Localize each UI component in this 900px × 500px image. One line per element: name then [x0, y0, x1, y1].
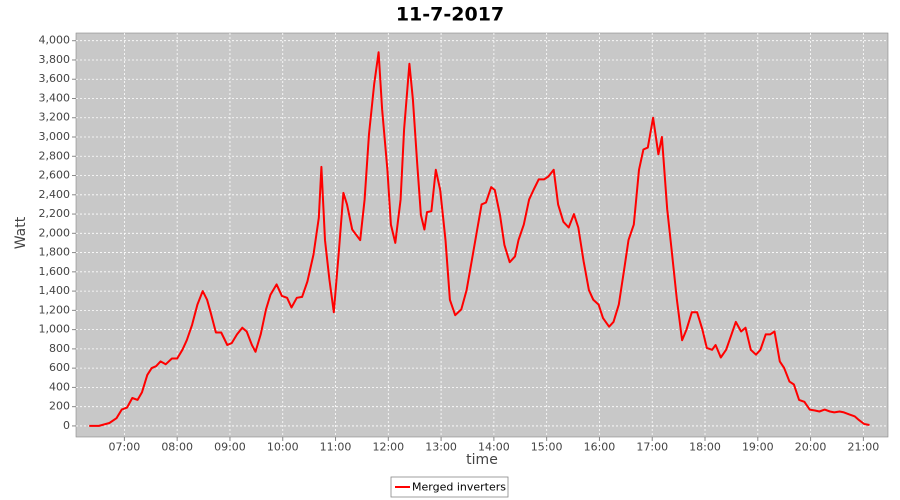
- y-tick-label: 2,000: [39, 226, 71, 239]
- y-tick-label: 0: [63, 419, 70, 432]
- x-axis-label: time: [466, 452, 498, 468]
- y-tick-label: 1,800: [39, 246, 71, 259]
- legend: [390, 476, 509, 498]
- y-tick-label: 600: [49, 361, 70, 374]
- y-tick-label: 2,800: [39, 149, 71, 162]
- x-tick-label: 19:00: [742, 441, 774, 454]
- y-tick-label: 3,000: [39, 130, 71, 143]
- plot-area: [75, 32, 889, 438]
- y-tick-label: 1,200: [39, 303, 71, 316]
- x-tick-label: 08:00: [161, 441, 193, 454]
- x-tick-label: 11:00: [320, 441, 352, 454]
- y-tick-label: 200: [49, 400, 70, 413]
- x-tick-label: 07:00: [109, 441, 141, 454]
- y-tick-label: 400: [49, 380, 70, 393]
- y-tick-label: 2,400: [39, 188, 71, 201]
- x-tick-label: 13:00: [425, 441, 457, 454]
- y-tick-label: 1,400: [39, 284, 71, 297]
- legend-label: Merged inverters: [412, 481, 506, 494]
- series-line: [89, 51, 870, 427]
- x-tick-label: 14:00: [478, 441, 510, 454]
- y-axis-label: Watt: [13, 216, 29, 249]
- x-tick-label: 10:00: [267, 441, 299, 454]
- x-tick-label: 18:00: [689, 441, 721, 454]
- x-tick-label: 12:00: [372, 441, 404, 454]
- x-tick-label: 16:00: [584, 441, 616, 454]
- chart-title: 11-7-2017: [396, 4, 504, 26]
- x-tick-label: 09:00: [214, 441, 246, 454]
- y-tick-label: 800: [49, 342, 70, 355]
- y-tick-label: 3,800: [39, 53, 71, 66]
- x-tick-label: 17:00: [636, 441, 668, 454]
- y-tick-label: 4,000: [39, 34, 71, 47]
- y-tick-label: 1,000: [39, 323, 71, 336]
- y-tick-label: 2,200: [39, 207, 71, 220]
- x-tick-label: 20:00: [795, 441, 827, 454]
- y-tick-label: 3,200: [39, 111, 71, 124]
- y-tick-label: 2,600: [39, 169, 71, 182]
- x-tick-label: 21:00: [848, 441, 880, 454]
- y-tick-label: 1,600: [39, 265, 71, 278]
- y-tick-label: 3,400: [39, 91, 71, 104]
- x-tick-label: 15:00: [531, 441, 563, 454]
- y-tick-label: 3,600: [39, 72, 71, 85]
